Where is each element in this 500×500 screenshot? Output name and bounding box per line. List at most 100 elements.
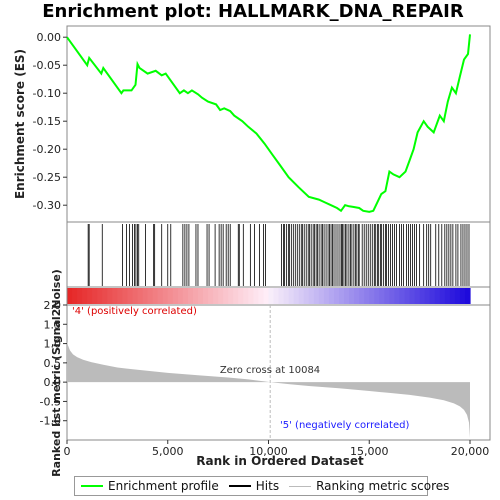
color-bar-segment [67,288,73,304]
color-bar-segment [238,288,244,304]
color-bar-segment [157,288,164,304]
rank-y-tick-label: -0.5 [40,395,61,408]
color-bar-segment [424,288,431,304]
color-bar-segment [248,288,254,304]
color-bar-segment [97,288,103,304]
color-bar-segment [389,288,396,304]
chart-title: Enrichment plot: HALLMARK_DNA_REPAIR [42,1,464,22]
color-bar-segment [268,288,275,304]
color-bar-segment [419,288,426,304]
color-bar-segment [208,288,214,304]
color-bar-segment [339,288,345,304]
rank-y-tick-label: 1.0 [44,338,62,351]
rank-x-tick-label: 15,000 [350,445,389,458]
legend-hits-swatch [228,485,251,487]
legend-ranking-swatch [289,485,312,487]
color-bar-segment [72,288,78,304]
rank-y-tick-label: 0.5 [44,357,62,370]
es-y-tick-label: -0.20 [33,143,61,156]
es-y-axis: 0.00 -0.05 -0.10 -0.15 -0.20 -0.25 -0.30 [33,31,67,212]
color-bar-segment [293,288,300,304]
color-bar-segment [333,288,340,304]
color-bar-segment [132,288,139,304]
color-bar-segment [162,288,169,304]
color-bar-segment [127,288,134,304]
enrichment-profile-line [66,34,471,213]
color-bar-segment [197,288,204,304]
color-bar-segment [288,288,295,304]
color-bar-segment [77,288,83,304]
rank-x-tick-label: 5,000 [152,445,184,458]
color-bar-segment [344,288,350,304]
legend-item-ranking: Ranking metric scores [289,479,449,493]
color-bar-segment [303,288,310,304]
color-bar-segment [444,288,451,304]
color-bar-segment [167,288,174,304]
color-bar-segment [273,288,280,304]
color-bar-segment [102,288,108,304]
color-bar-segment [429,288,436,304]
color-bar-segment [218,288,224,304]
color-bar-segment [399,288,406,304]
color-bar-segment [117,288,124,304]
color-bar-segment [459,288,466,304]
color-bar-segment [192,288,199,304]
color-bar-segment [187,288,194,304]
color-bar-segment [278,288,285,304]
hits-marks [87,224,470,286]
color-bar-segment [263,288,270,304]
ranking-metric-area [67,341,470,439]
color-bar-segment [318,288,325,304]
legend-ranking-label: Ranking metric scores [316,479,450,493]
rank-y-tick-label: 0.0 [44,376,62,389]
color-bar-segment [298,288,305,304]
rank-y-tick-label: -1.0 [40,415,61,428]
es-y-tick-label: -0.10 [33,87,61,100]
rank-color-bar [67,288,471,304]
color-bar-segment [364,288,370,304]
rank-x-axis-label: Rank in Ordered Dataset [196,454,364,468]
color-bar-segment [177,288,184,304]
color-bar-segment [137,288,144,304]
color-bar-segment [439,288,446,304]
legend-enrichment-label: Enrichment profile [108,479,219,493]
es-plot-frame [66,25,491,223]
color-bar-segment [172,288,179,304]
color-bar-segment [394,288,401,304]
rank-y-axis-label: Ranked list metric (Signal2Noise) [50,269,63,477]
rank-x-axis: 0 5,000 10,000 15,000 20,000 [64,440,490,458]
color-bar-segment [82,288,88,304]
rank-x-tick-label: 20,000 [451,445,490,458]
color-bar-segment [283,288,290,304]
zero-cross-label: Zero cross at 10084 [220,365,320,376]
color-bar-segment [454,288,461,304]
color-bar-segment [223,288,229,304]
color-bar-segment [122,288,129,304]
color-bar-segment [434,288,441,304]
legend-item-enrichment: Enrichment profile [81,479,219,493]
legend-enrichment-swatch [81,485,103,487]
color-bar-segment [253,288,260,304]
es-y-axis-label: Enrichment score (ES) [13,49,27,199]
color-bar-segment [112,288,118,304]
color-bar-segment [449,288,456,304]
color-bar-segment [414,288,421,304]
color-bar-segment [384,288,390,304]
rank-x-tick-label: 0 [64,445,71,458]
rank-y-tick-label: 2.0 [44,299,62,312]
color-bar-segment [152,288,159,304]
color-bar-segment [328,288,335,304]
color-bar-segment [369,288,375,304]
color-bar-segment [313,288,320,304]
es-y-tick-label: -0.30 [33,199,61,212]
color-bar-segment [258,288,265,304]
color-bar-segment [308,288,315,304]
color-bar-segment [182,288,189,304]
negative-correlation-label: '5' (negatively correlated) [280,420,409,431]
color-bar-segment [107,288,113,304]
es-y-tick-label: -0.15 [33,115,61,128]
color-bar-segment [374,288,380,304]
es-y-tick-label: -0.05 [33,59,61,72]
color-bar-segment [323,288,330,304]
